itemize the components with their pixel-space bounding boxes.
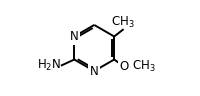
Text: N: N [70,30,79,43]
Text: CH$_3$: CH$_3$ [132,59,156,74]
Text: CH$_3$: CH$_3$ [111,15,135,30]
Text: O: O [119,60,128,73]
Text: N: N [90,65,99,78]
Text: H$_2$N: H$_2$N [37,58,61,73]
